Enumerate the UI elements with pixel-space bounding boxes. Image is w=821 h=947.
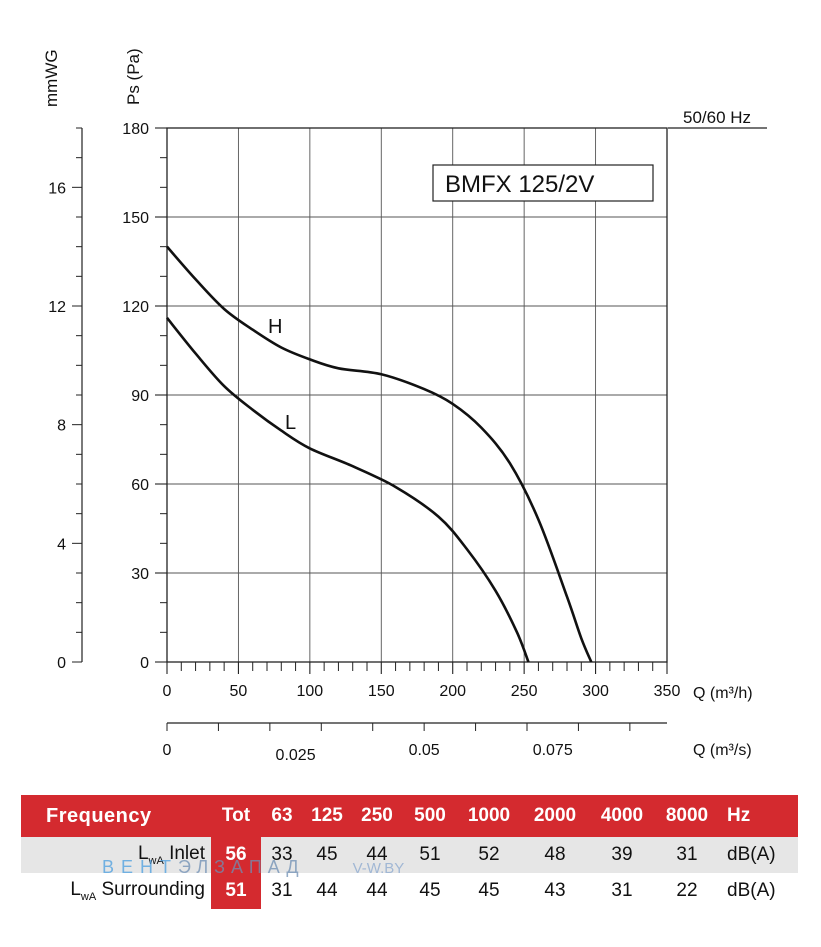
x-axis-label: Q (m³/h) (693, 685, 753, 702)
noise-table-header: Frequency Tot 63 125 250 500 1000 2000 4… (21, 795, 798, 837)
curve-label-H: H (268, 316, 282, 338)
y-tick-label: 180 (122, 121, 149, 138)
cell-tot: 56 (211, 837, 261, 873)
y2-tick-label: 12 (48, 299, 66, 316)
x-tick-label: 250 (511, 683, 538, 700)
header-250: 250 (351, 795, 403, 837)
x-tick-label: 350 (654, 683, 681, 700)
header-63: 63 (261, 795, 303, 837)
y2-tick-label: 0 (57, 655, 66, 672)
cell-125: 44 (316, 880, 338, 901)
x2-tick-label: 0.075 (533, 742, 573, 759)
cell-1000: 45 (478, 880, 500, 901)
cell-unit: dB(A) (719, 837, 798, 873)
y2-axis-label: mmWG (42, 49, 61, 107)
y-tick-label: 0 (140, 655, 149, 672)
watermark-part1: ВЕНТ (102, 857, 179, 877)
noise-row-surrounding: LwA Surrounding 51 31 44 44 45 45 43 31 … (21, 873, 798, 909)
cell-500: 51 (403, 837, 457, 873)
row-label-surrounding: LwA Surrounding (70, 879, 205, 903)
header-hz: Hz (719, 795, 798, 837)
curves: HL (165, 245, 593, 663)
cell-8000: 22 (676, 880, 698, 901)
y-tick-label: 60 (131, 477, 149, 494)
frequency-note: 50/60 Hz (683, 108, 751, 127)
cell-unit: dB(A) (727, 880, 776, 901)
x2-axis-label: Q (m³/s) (693, 742, 752, 759)
cell-125: 45 (303, 837, 351, 873)
x-tick-label: 200 (439, 683, 466, 700)
y-tick-label: 90 (131, 388, 149, 405)
curve-label-L: L (285, 412, 296, 434)
y2-tick-label: 8 (57, 418, 66, 435)
row-label-inlet: LwA Inlet (21, 837, 211, 873)
cell-250: 44 (366, 880, 388, 901)
y-tick-label: 30 (131, 566, 149, 583)
cell-1000: 52 (457, 837, 521, 873)
x2-tick-label: 0.05 (409, 742, 440, 759)
noise-table: Frequency Tot 63 125 250 500 1000 2000 4… (21, 795, 798, 909)
chart-grid (167, 128, 667, 662)
header-tot: Tot (211, 795, 261, 837)
cell-8000: 31 (655, 837, 719, 873)
noise-row-inlet: LwA Inlet 56 33 45 44 51 52 48 39 31 dB(… (21, 837, 798, 873)
header-8000: 8000 (655, 795, 719, 837)
cell-2000: 43 (544, 880, 566, 901)
cell-4000: 31 (611, 880, 633, 901)
curve-L (165, 317, 530, 663)
header-frequency: Frequency (21, 795, 211, 837)
y-tick-label: 120 (122, 299, 149, 316)
x-tick-label: 100 (297, 683, 324, 700)
x-tick-label: 150 (368, 683, 395, 700)
x-tick-label: 300 (582, 683, 609, 700)
header-500: 500 (403, 795, 457, 837)
watermark: ВЕНТЭЛЗАПАД V-W.BY (102, 857, 404, 878)
x-tick-label: 50 (230, 683, 248, 700)
cell-4000: 39 (589, 837, 655, 873)
model-label: BMFX 125/2V (445, 171, 594, 198)
watermark-part3: V-W.BY (352, 860, 405, 877)
axes (72, 127, 668, 731)
model-box (432, 164, 654, 202)
cell-tot: 51 (211, 873, 261, 909)
cell-250: 44 (351, 837, 403, 873)
header-125: 125 (303, 795, 351, 837)
cell-2000: 48 (521, 837, 589, 873)
y2-tick-label: 16 (48, 180, 66, 197)
header-2000: 2000 (521, 795, 589, 837)
x-tick-label: 0 (163, 683, 172, 700)
header-1000: 1000 (457, 795, 521, 837)
y-axis-label: Ps (Pa) (124, 48, 143, 105)
fan-performance-chart: HL 0 50 100 150 200 250 300 3500306090120150180… (42, 48, 767, 764)
cell-63: 33 (261, 837, 303, 873)
curve-H (166, 245, 593, 663)
x2-tick-label: 0 (163, 742, 172, 759)
x2-tick-label: 0.025 (276, 747, 316, 764)
header-4000: 4000 (589, 795, 655, 837)
watermark-part2: ЭЛЗАПАД (178, 857, 305, 877)
cell-500: 45 (419, 880, 441, 901)
y-tick-label: 150 (122, 210, 149, 227)
y2-tick-label: 4 (57, 536, 66, 553)
tick-labels: 0 50 100 150 200 250 300 3500306090120150180048… (48, 121, 680, 764)
cell-63: 31 (271, 880, 293, 901)
